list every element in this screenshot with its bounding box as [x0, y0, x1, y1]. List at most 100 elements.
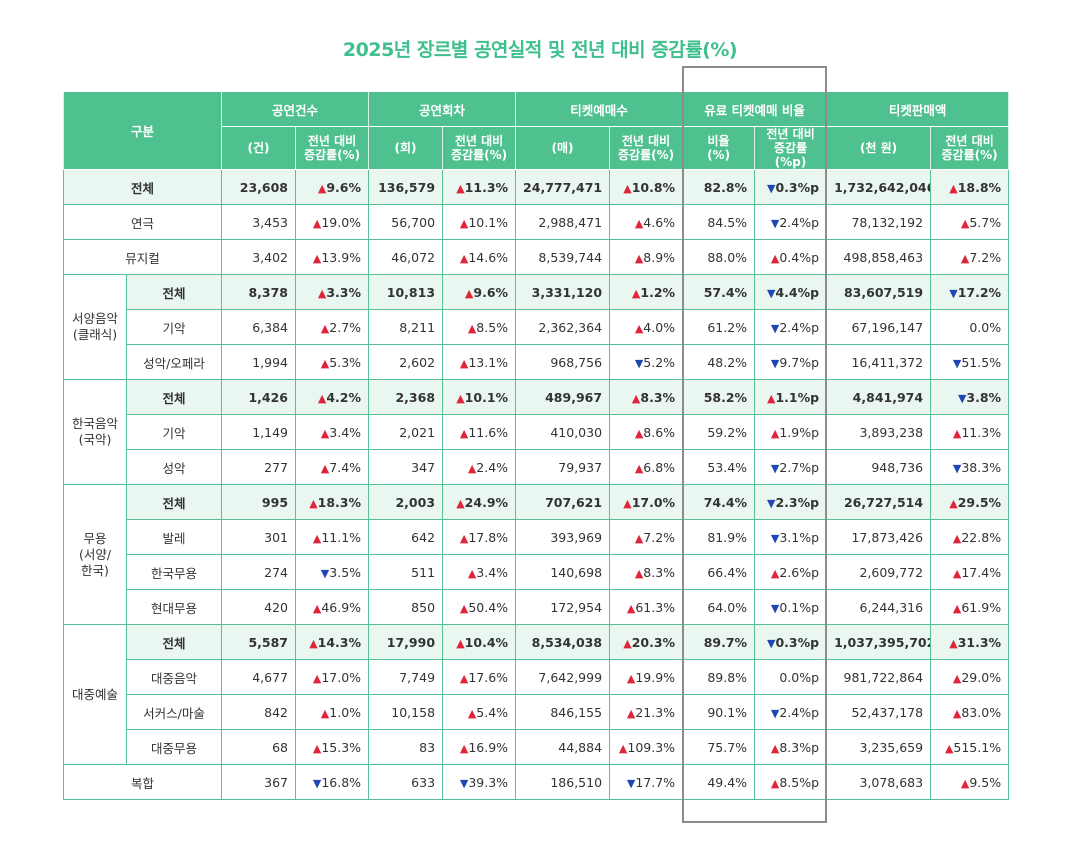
- data-cell: ▲11.6%: [442, 414, 517, 450]
- data-cell: ▲61.3%: [609, 589, 684, 625]
- data-cell: 136,579: [368, 169, 444, 205]
- data-cell: ▲11.3%: [442, 169, 517, 205]
- header-group: 공연건수: [221, 91, 370, 127]
- data-cell: ▲29.0%: [930, 659, 1010, 695]
- data-cell: 7,749: [368, 659, 444, 695]
- data-cell: 3,331,120: [515, 274, 611, 310]
- header-sub: 비율 (%): [682, 126, 756, 170]
- data-cell: ▼51.5%: [930, 344, 1010, 380]
- table-row: 성악 277 ▲7.4% 347 ▲2.4% 79,937 ▲6.8% 53.4% ▼2.7%p…: [64, 449, 1010, 485]
- data-cell: 4,677: [221, 659, 297, 695]
- data-cell: 498,858,463: [826, 239, 932, 275]
- data-cell: ▼39.3%: [442, 764, 517, 800]
- data-cell: ▲19.0%: [295, 204, 370, 240]
- table-row: 복합 367 ▼16.8% 633 ▼39.3% 186,510 ▼17.7% 49.4% ▲8…: [62, 764, 1010, 800]
- data-cell: 2,003: [368, 484, 444, 520]
- data-cell: 981,722,864: [826, 659, 932, 695]
- data-cell: 995: [221, 484, 297, 520]
- row-label: 성악: [125, 449, 223, 485]
- data-cell: ▼3.8%: [930, 379, 1010, 415]
- data-cell: 24,777,471: [515, 169, 611, 205]
- data-cell: ▲13.9%: [295, 239, 370, 275]
- data-cell: 1,149: [221, 414, 297, 450]
- data-cell: 10,813: [368, 274, 444, 310]
- data-cell: 53.4%: [682, 449, 756, 485]
- data-cell: 48.2%: [682, 344, 756, 380]
- data-cell: 274: [221, 554, 297, 590]
- data-cell: ▲8.3%: [609, 379, 684, 415]
- data-cell: ▲50.4%: [442, 589, 517, 625]
- data-cell: ▲4.6%: [609, 204, 684, 240]
- data-cell: 420: [221, 589, 297, 625]
- data-cell: 1,732,642,046: [826, 169, 932, 205]
- data-cell: 59.2%: [682, 414, 756, 450]
- data-cell: 44,884: [515, 729, 611, 765]
- data-cell: ▲19.9%: [609, 659, 684, 695]
- data-cell: ▲14.3%: [295, 624, 370, 660]
- data-cell: 83,607,519: [826, 274, 932, 310]
- group-label: 한국음악 (국악): [63, 379, 127, 485]
- data-cell: 8,378: [221, 274, 297, 310]
- data-cell: ▼2.3%p: [754, 484, 828, 520]
- data-cell: 367: [221, 764, 297, 800]
- data-cell: 6,244,316: [826, 589, 932, 625]
- data-cell: 277: [221, 449, 297, 485]
- data-cell: 633: [368, 764, 444, 800]
- table-row: 전체 23,608 ▲9.6% 136,579 ▲11.3% 24,777,471 ▲10.…: [62, 169, 1010, 205]
- table-row: 서양음악 (클래식) 전체 8,378 ▲3.3% 10,813 ▲9.6% 3,331,1…: [63, 274, 1010, 380]
- row-label: 전체: [125, 274, 223, 310]
- data-cell: 23,608: [221, 169, 297, 205]
- data-cell: ▲0.4%p: [754, 239, 828, 275]
- data-cell: ▲24.9%: [442, 484, 517, 520]
- data-cell: ▲8.5%: [442, 309, 517, 345]
- data-cell: 0.0%: [930, 309, 1010, 345]
- data-cell: 172,954: [515, 589, 611, 625]
- data-cell: 3,893,238: [826, 414, 932, 450]
- data-cell: ▲8.3%p: [754, 729, 828, 765]
- data-cell: 140,698: [515, 554, 611, 590]
- data-cell: 89.7%: [682, 624, 756, 660]
- data-cell: ▼2.4%p: [754, 694, 828, 730]
- data-cell: ▲17.4%: [930, 554, 1010, 590]
- data-cell: 6,384: [221, 309, 297, 345]
- table-row: 연극 3,453 ▲19.0% 56,700 ▲10.1% 2,988,471 ▲4.6% 8…: [62, 204, 1010, 240]
- header-sub: 전년 대비 증감률(%p): [754, 126, 828, 170]
- data-cell: ▼2.7%p: [754, 449, 828, 485]
- header-sub: 전년 대비 증감률(%): [609, 126, 684, 170]
- data-cell: ▼3.5%: [295, 554, 370, 590]
- data-cell: 2,021: [368, 414, 444, 450]
- data-cell: ▲8.3%: [609, 554, 684, 590]
- data-cell: ▲20.3%: [609, 624, 684, 660]
- header-group: 유료 티켓예매 비율: [682, 91, 828, 127]
- data-cell: ▼4.4%p: [754, 274, 828, 310]
- data-cell: ▲2.4%: [442, 449, 517, 485]
- data-cell: ▲22.8%: [930, 519, 1010, 555]
- header-group: 티켓예매수: [515, 91, 684, 127]
- header-group: 공연회차: [368, 91, 517, 127]
- data-cell: 393,969: [515, 519, 611, 555]
- data-cell: 89.8%: [682, 659, 756, 695]
- data-cell: 56,700: [368, 204, 444, 240]
- data-cell: 79,937: [515, 449, 611, 485]
- data-cell: ▼3.1%p: [754, 519, 828, 555]
- table-row: 무용 (서양/ 한국) 전체 995 ▲18.3% 2,003 ▲24.9% 707,621…: [63, 484, 1010, 625]
- data-cell: ▲83.0%: [930, 694, 1010, 730]
- data-cell: 52,437,178: [826, 694, 932, 730]
- data-cell: 82.8%: [682, 169, 756, 205]
- data-cell: 8,534,038: [515, 624, 611, 660]
- data-cell: 8,211: [368, 309, 444, 345]
- data-cell: 968,756: [515, 344, 611, 380]
- data-cell: ▲31.3%: [930, 624, 1010, 660]
- data-cell: 5,587: [221, 624, 297, 660]
- data-cell: ▲18.3%: [295, 484, 370, 520]
- data-cell: ▲4.2%: [295, 379, 370, 415]
- data-cell: 2,988,471: [515, 204, 611, 240]
- data-cell: 301: [221, 519, 297, 555]
- header-sub: 전년 대비 증감률(%): [442, 126, 517, 170]
- data-cell: 57.4%: [682, 274, 756, 310]
- data-cell: 74.4%: [682, 484, 756, 520]
- data-cell: ▲17.6%: [442, 659, 517, 695]
- data-cell: 61.2%: [682, 309, 756, 345]
- row-label: 연극: [62, 204, 223, 240]
- data-cell: 7,642,999: [515, 659, 611, 695]
